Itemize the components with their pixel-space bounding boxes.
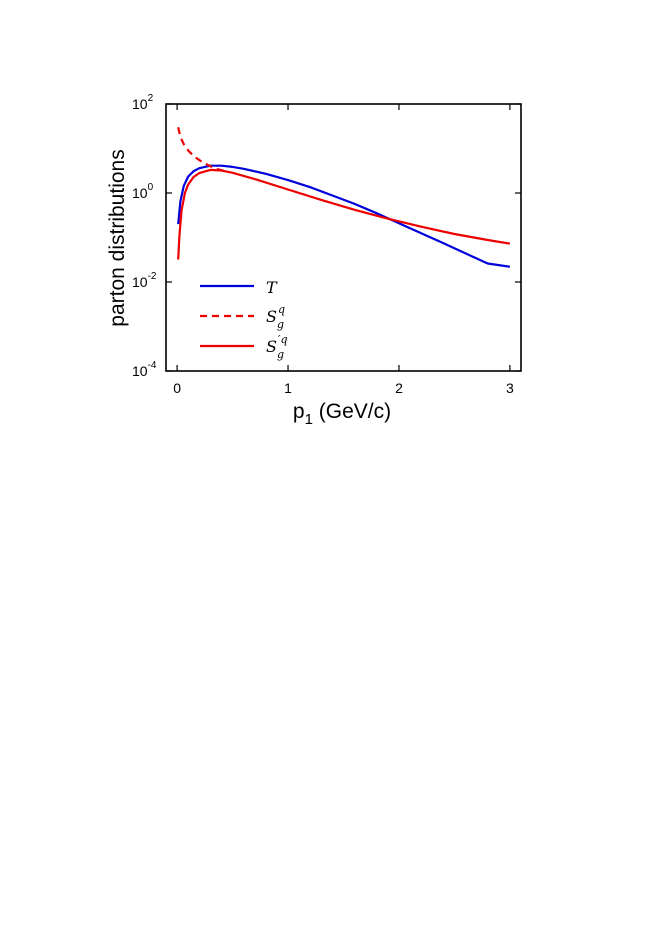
y-axis-label: parton distributions	[106, 149, 129, 326]
y-tick-label: 102	[132, 93, 154, 112]
x-axis-label-subscript: 1	[305, 411, 313, 428]
y-tick-label: 100	[132, 182, 154, 201]
x-tick-label: 1	[284, 380, 292, 396]
x-tick-label: 2	[395, 380, 403, 396]
x-axis-label-main: p	[293, 400, 305, 423]
y-tick-label: 10-4	[132, 360, 157, 379]
series-line-t	[177, 164, 511, 268]
legend-label-sgq: Sgq	[266, 303, 285, 331]
legend: T Sgq Sg′q	[200, 278, 288, 361]
x-axis-label: p1 (GeV/c)	[293, 400, 391, 428]
y-tick-label: 10-2	[132, 271, 157, 290]
x-tick-label: 0	[173, 380, 181, 396]
axis-ticks: 0 1 2 3 102 100 10-2 10-4	[132, 93, 521, 396]
series-line-sgq-prime	[177, 168, 511, 260]
plot-curves	[177, 127, 511, 268]
legend-label-sgq-prime: Sg′q	[266, 333, 288, 361]
x-axis-label-unit: (GeV/c)	[313, 400, 391, 423]
legend-label-t: T	[266, 278, 278, 297]
plot-area-frame	[165, 103, 522, 372]
x-tick-label: 3	[506, 380, 514, 396]
